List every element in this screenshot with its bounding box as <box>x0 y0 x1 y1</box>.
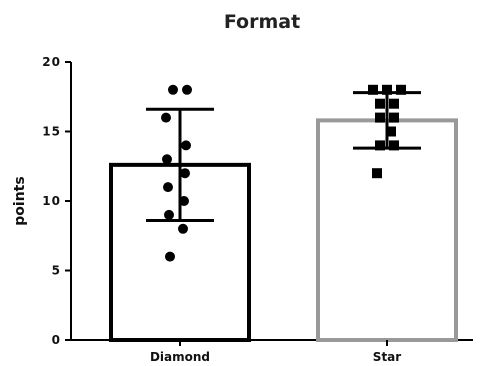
point-diamond <box>181 140 191 151</box>
y-tick-label: 20 <box>42 55 61 69</box>
point-diamond <box>161 112 171 123</box>
point-diamond <box>162 154 172 165</box>
point-diamond <box>182 84 192 95</box>
bars <box>109 118 458 342</box>
error-bars <box>146 91 421 222</box>
point-star <box>396 84 406 95</box>
y-tick-label: 10 <box>42 194 61 208</box>
point-star <box>386 126 396 137</box>
y-tick-label: 15 <box>42 125 61 139</box>
point-star <box>375 112 385 123</box>
bar-star <box>316 118 458 342</box>
chart-title: Format <box>224 11 300 33</box>
y-tick-label: 5 <box>52 264 61 278</box>
y-tick-label: 0 <box>52 333 61 347</box>
point-diamond <box>163 182 173 193</box>
point-star <box>389 98 399 109</box>
point-diamond <box>180 168 190 179</box>
point-star <box>368 84 378 95</box>
point-diamond <box>168 84 178 95</box>
x-tick-label-diamond: Diamond <box>150 350 210 364</box>
point-star <box>372 168 382 179</box>
point-diamond <box>164 209 174 220</box>
x-tick-label-star: Star <box>373 350 401 364</box>
point-star <box>382 84 392 95</box>
point-star <box>375 98 385 109</box>
point-diamond <box>178 223 188 234</box>
y-axis-label: points <box>12 176 28 225</box>
point-star <box>389 112 399 123</box>
x-tick-labels: Diamond Star <box>150 340 401 364</box>
data-points <box>161 84 406 262</box>
point-diamond <box>165 251 175 262</box>
point-star <box>389 140 399 151</box>
point-star <box>375 140 385 151</box>
